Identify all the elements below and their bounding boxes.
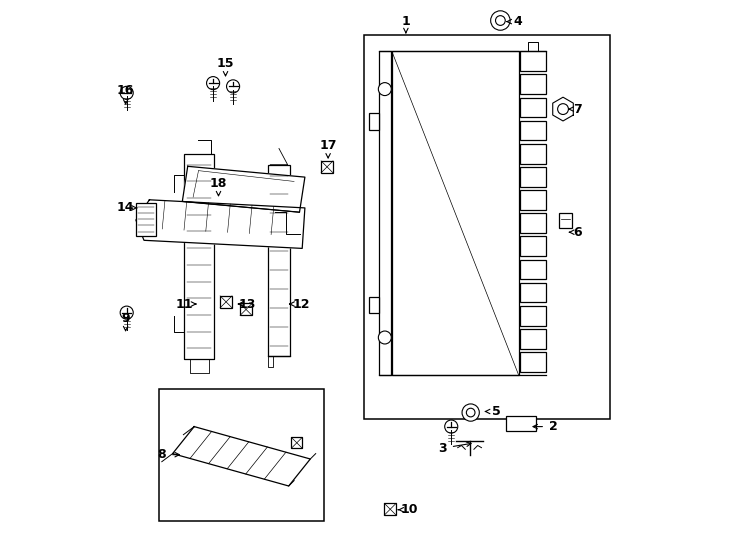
Text: 11: 11 xyxy=(175,298,193,310)
Circle shape xyxy=(378,331,391,344)
Bar xyxy=(520,352,546,372)
Bar xyxy=(321,161,333,173)
Bar xyxy=(520,167,546,187)
Text: 17: 17 xyxy=(319,139,337,152)
Circle shape xyxy=(378,83,391,96)
Circle shape xyxy=(206,77,219,90)
Bar xyxy=(520,237,546,256)
Bar xyxy=(559,213,573,228)
Bar xyxy=(520,329,546,349)
Text: 3: 3 xyxy=(438,442,447,455)
Text: 1: 1 xyxy=(401,15,410,28)
Bar xyxy=(369,113,379,130)
Polygon shape xyxy=(136,200,305,248)
Circle shape xyxy=(466,408,475,417)
Bar xyxy=(364,35,610,418)
Circle shape xyxy=(120,306,134,319)
Bar xyxy=(136,202,156,236)
Bar xyxy=(520,306,546,326)
Bar xyxy=(520,260,546,279)
Bar xyxy=(520,283,546,302)
Bar xyxy=(379,51,390,375)
Bar xyxy=(520,121,546,140)
Circle shape xyxy=(445,420,458,433)
Polygon shape xyxy=(553,97,573,121)
Circle shape xyxy=(495,16,505,25)
Bar xyxy=(385,503,396,515)
Bar xyxy=(392,51,519,375)
Bar xyxy=(520,213,546,233)
Bar xyxy=(220,296,232,308)
Text: 5: 5 xyxy=(493,405,501,418)
Bar xyxy=(268,165,291,356)
Text: 2: 2 xyxy=(549,420,558,433)
Circle shape xyxy=(227,80,239,93)
Text: 18: 18 xyxy=(210,177,228,190)
Bar xyxy=(159,389,324,521)
Polygon shape xyxy=(182,166,305,212)
Circle shape xyxy=(558,104,568,114)
Text: 13: 13 xyxy=(239,298,256,310)
Bar xyxy=(520,190,546,210)
Text: 8: 8 xyxy=(158,448,166,461)
Text: 14: 14 xyxy=(117,201,134,214)
Text: 7: 7 xyxy=(573,103,582,116)
Circle shape xyxy=(462,404,479,421)
Text: 16: 16 xyxy=(117,84,134,97)
Bar xyxy=(520,75,546,94)
Bar xyxy=(520,98,546,117)
Bar xyxy=(240,303,252,315)
Text: 15: 15 xyxy=(217,57,234,70)
Text: 4: 4 xyxy=(514,15,523,28)
Bar xyxy=(184,154,214,359)
Text: 12: 12 xyxy=(292,298,310,310)
Bar xyxy=(506,416,536,431)
Bar xyxy=(291,437,302,448)
Circle shape xyxy=(120,86,134,99)
Bar xyxy=(520,51,546,71)
Text: 6: 6 xyxy=(573,226,582,239)
Bar xyxy=(369,297,379,313)
Bar xyxy=(520,144,546,164)
Text: 10: 10 xyxy=(400,503,418,516)
Polygon shape xyxy=(172,427,310,486)
Circle shape xyxy=(490,11,510,30)
Text: 9: 9 xyxy=(121,312,130,325)
